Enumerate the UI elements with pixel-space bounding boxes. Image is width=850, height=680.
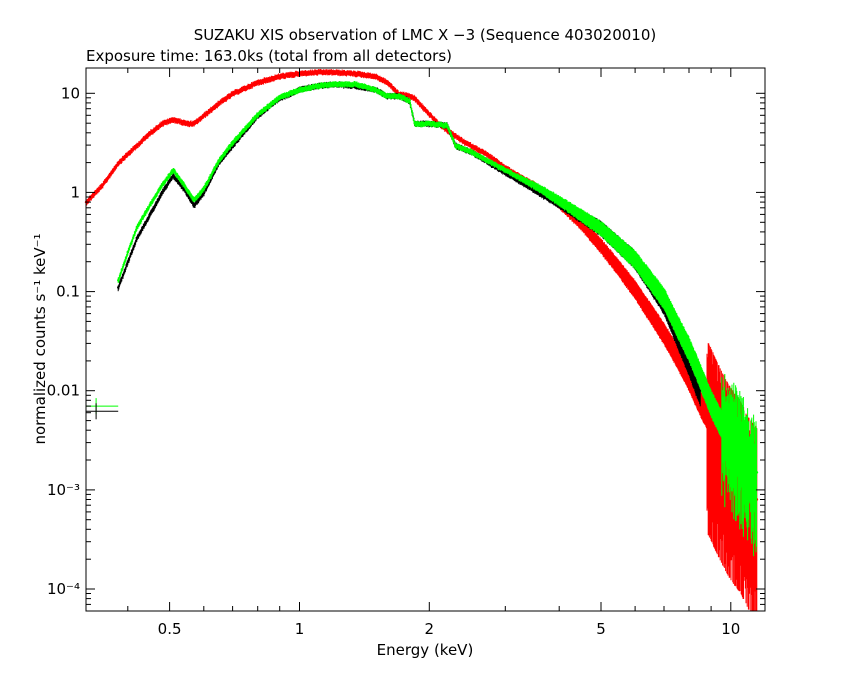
x-tick-label: 10 xyxy=(721,620,740,638)
y-tick-label: 10⁻³ xyxy=(47,481,80,499)
x-tick-label: 2 xyxy=(425,620,435,638)
x-tick-label: 5 xyxy=(596,620,606,638)
y-tick-label: 0.01 xyxy=(47,382,80,400)
low-energy-marker-1 xyxy=(86,403,119,420)
x-tick-label: 0.5 xyxy=(158,620,182,638)
y-tick-label: 1 xyxy=(70,183,80,201)
y-axis-label: normalized counts s⁻¹ keV⁻¹ xyxy=(31,233,49,444)
chart-subtitle: Exposure time: 163.0ks (total from all d… xyxy=(86,47,452,65)
plot-frame xyxy=(85,67,766,612)
y-tick-label: 0.1 xyxy=(56,283,80,301)
y-tick-label: 10⁻⁴ xyxy=(47,580,80,598)
series-2 xyxy=(117,81,759,557)
axis-ticks: 0.5 1 2 5 10 10 1 0.1 0.01 10⁻³ 10⁻⁴ xyxy=(47,68,765,638)
x-tick-label: 1 xyxy=(295,620,305,638)
chart-title: SUZAKU XIS observation of LMC X −3 (Sequ… xyxy=(194,26,656,44)
x-axis-label: Energy (keV) xyxy=(377,641,474,659)
data-layer xyxy=(84,69,759,611)
y-tick-label: 10 xyxy=(61,84,80,102)
series-0 xyxy=(84,69,759,611)
